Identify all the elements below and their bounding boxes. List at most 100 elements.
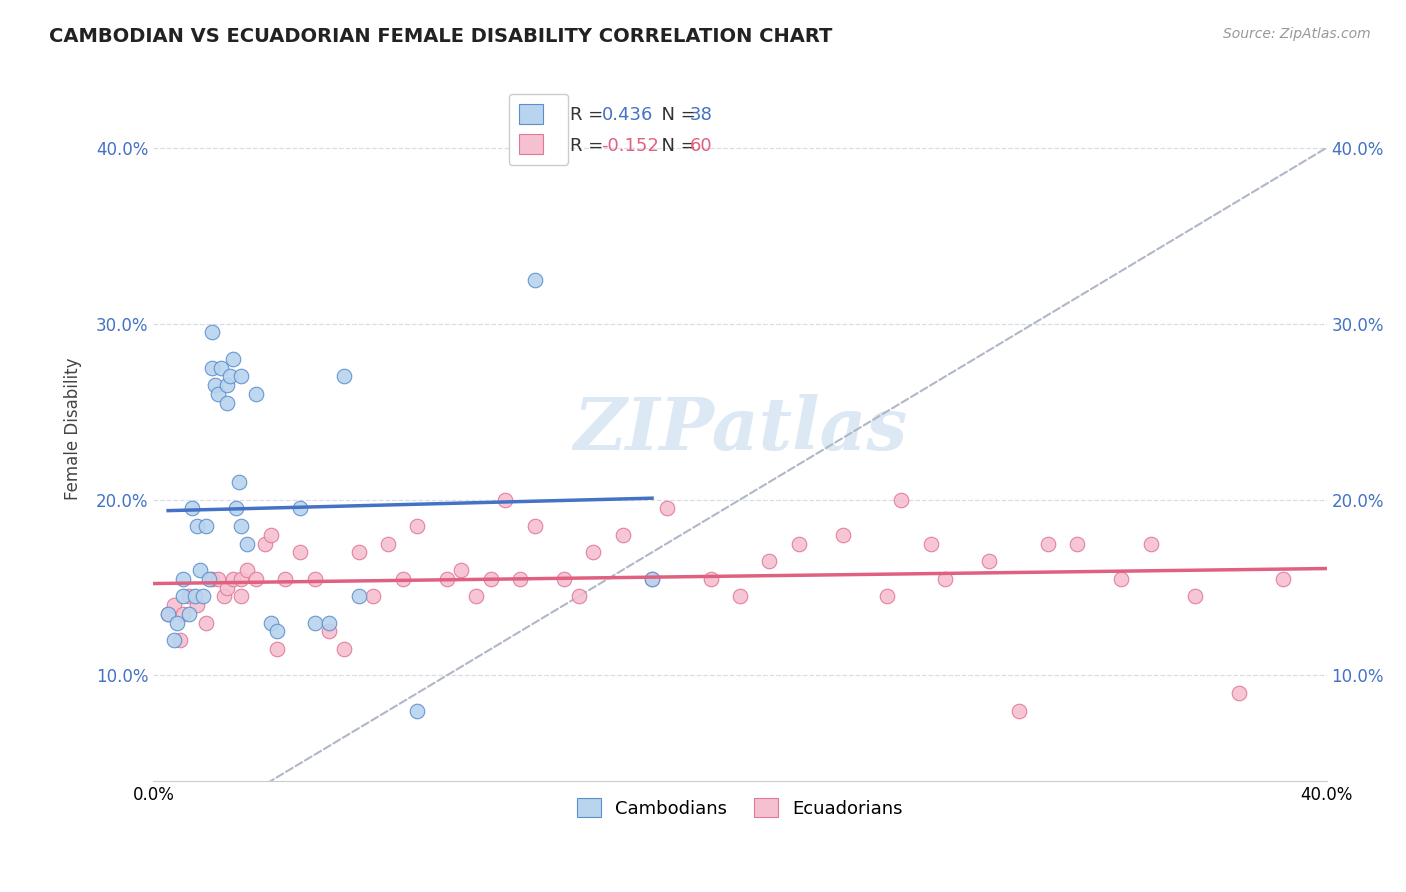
Point [876, 590, 898, 604]
Point [218, 369, 240, 384]
Point [523, 273, 546, 287]
Point [641, 572, 664, 586]
Point [212, 590, 235, 604]
Point [494, 492, 516, 507]
Point [377, 536, 399, 550]
Point [209, 360, 232, 375]
Point [231, 590, 253, 604]
Point [169, 633, 191, 648]
Point [568, 590, 591, 604]
Point [582, 545, 605, 559]
Point [195, 615, 218, 630]
Point [245, 572, 267, 586]
Text: -0.152: -0.152 [602, 137, 659, 155]
Point [699, 572, 721, 586]
Point [221, 572, 243, 586]
Point [157, 607, 180, 621]
Point [1184, 590, 1206, 604]
Point [177, 607, 200, 621]
Point [186, 519, 208, 533]
Point [641, 572, 664, 586]
Point [260, 527, 283, 541]
Point [266, 642, 288, 657]
Point [1111, 572, 1133, 586]
Point [193, 590, 215, 604]
Y-axis label: Female Disability: Female Disability [65, 358, 82, 500]
Point [183, 590, 205, 604]
Point [157, 607, 180, 621]
Point [163, 598, 186, 612]
Point [333, 642, 356, 657]
Point [195, 519, 218, 533]
Text: R =: R = [569, 137, 609, 155]
Point [1271, 572, 1294, 586]
Point [655, 501, 678, 516]
Point [201, 326, 224, 340]
Text: R =: R = [569, 105, 609, 124]
Text: 60: 60 [689, 137, 713, 155]
Point [198, 572, 221, 586]
Point [304, 615, 326, 630]
Point [186, 598, 208, 612]
Point [318, 615, 340, 630]
Point [231, 519, 253, 533]
Point [172, 607, 194, 621]
Point [436, 572, 458, 586]
Point [172, 572, 194, 586]
Text: ZIPatlas: ZIPatlas [574, 393, 907, 465]
Point [207, 387, 229, 401]
Point [228, 475, 250, 489]
Point [1227, 686, 1250, 700]
Point [201, 360, 224, 375]
Point [225, 501, 247, 516]
Point [758, 554, 780, 568]
Point [363, 590, 385, 604]
Point [318, 624, 340, 639]
Point [215, 396, 238, 410]
Point [172, 590, 194, 604]
Point [304, 572, 326, 586]
Text: CAMBODIAN VS ECUADORIAN FEMALE DISABILITY CORRELATION CHART: CAMBODIAN VS ECUADORIAN FEMALE DISABILIT… [49, 27, 832, 45]
Point [406, 704, 429, 718]
Point [253, 536, 276, 550]
Point [221, 351, 243, 366]
Point [523, 519, 546, 533]
Point [612, 527, 634, 541]
Point [831, 527, 853, 541]
Text: N =: N = [650, 105, 702, 124]
Text: 38: 38 [689, 105, 713, 124]
Point [231, 572, 253, 586]
Point [163, 633, 186, 648]
Point [274, 572, 297, 586]
Legend: Cambodians, Ecuadorians: Cambodians, Ecuadorians [569, 790, 910, 825]
Point [979, 554, 1001, 568]
Point [553, 572, 575, 586]
Point [201, 572, 224, 586]
Point [215, 581, 238, 595]
Point [391, 572, 413, 586]
Point [347, 590, 370, 604]
Point [190, 563, 212, 577]
Point [920, 536, 942, 550]
Point [890, 492, 912, 507]
Point [333, 369, 356, 384]
Point [177, 590, 200, 604]
Point [347, 545, 370, 559]
Point [1036, 536, 1059, 550]
Text: Source: ZipAtlas.com: Source: ZipAtlas.com [1223, 27, 1371, 41]
Point [787, 536, 810, 550]
Point [465, 590, 488, 604]
Point [236, 536, 259, 550]
Point [231, 369, 253, 384]
Point [1066, 536, 1088, 550]
Point [215, 378, 238, 392]
Point [1139, 536, 1161, 550]
Point [288, 501, 311, 516]
Point [406, 519, 429, 533]
Point [509, 572, 531, 586]
Point [166, 615, 188, 630]
Point [180, 501, 202, 516]
Point [288, 545, 311, 559]
Point [207, 572, 229, 586]
Point [479, 572, 502, 586]
